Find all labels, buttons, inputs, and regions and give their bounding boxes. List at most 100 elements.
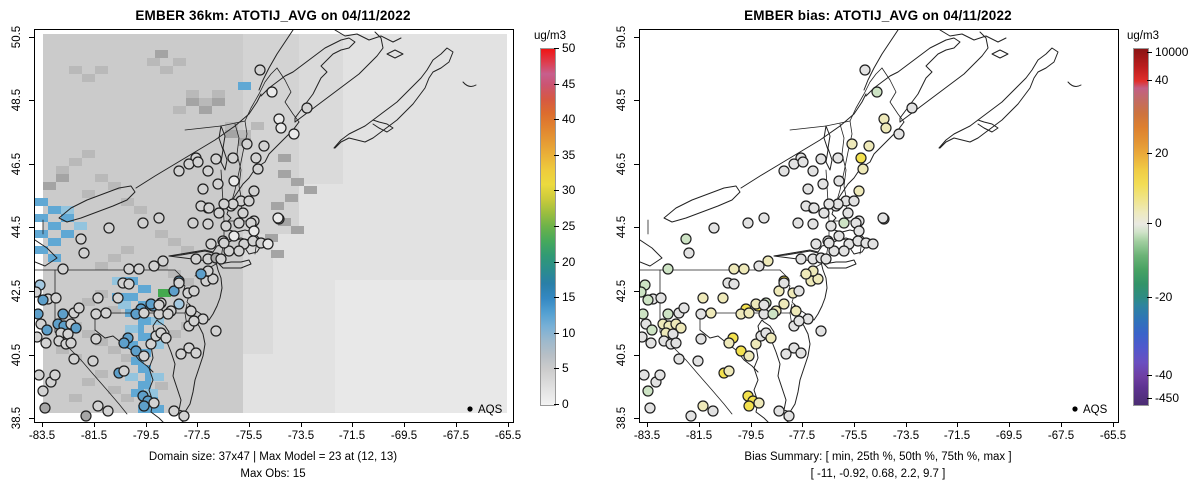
- raster-cell: [43, 182, 56, 190]
- aqs-station-marker: [810, 238, 822, 250]
- aqs-station-marker: [137, 217, 149, 229]
- colorbar-tick-label: 20: [562, 254, 576, 269]
- aqs-station-marker: [795, 253, 807, 265]
- x-axis-tick: [1009, 422, 1010, 427]
- colorbar-tick: [554, 404, 559, 405]
- aqs-station-marker: [802, 183, 814, 195]
- colorbar-tick: [554, 119, 559, 121]
- aqs-station-marker: [793, 285, 805, 297]
- raster-cell: [95, 338, 108, 346]
- raster-cell: [131, 357, 144, 365]
- aqs-station-marker: [893, 128, 905, 140]
- aqs-station-marker: [241, 138, 253, 150]
- aqs-station-marker: [695, 333, 707, 345]
- aqs-station-marker: [157, 255, 169, 267]
- raster-cell: [82, 378, 95, 386]
- aqs-station-marker: [758, 212, 770, 224]
- aqs-station-marker: [807, 218, 819, 230]
- aqs-station-marker: [662, 308, 674, 320]
- raster-cell: [95, 262, 108, 270]
- aqs-station-marker: [272, 212, 284, 224]
- colorbar-tick: [554, 154, 559, 156]
- aqs-station-marker: [228, 230, 240, 242]
- aqs-station-marker: [778, 165, 790, 177]
- x-axis-tick: [647, 422, 648, 427]
- x-axis-tick-label: -77.5: [788, 430, 816, 442]
- aqs-station-marker: [40, 337, 52, 349]
- aqs-station-marker: [723, 337, 735, 349]
- aqs-station-marker: [790, 305, 802, 317]
- aqs-station-marker: [205, 238, 217, 250]
- aqs-station-marker: [188, 315, 200, 327]
- aqs-station-marker: [695, 308, 707, 320]
- y-axis-tick-label: 42.5: [616, 279, 628, 303]
- aqs-station-marker: [762, 255, 774, 267]
- aqs-station-marker: [212, 178, 224, 190]
- raster-cell: [155, 230, 168, 238]
- aqs-station-marker: [202, 218, 214, 230]
- raster-cell: [138, 381, 151, 389]
- aqs-station-marker: [800, 268, 812, 280]
- aqs-station-marker: [218, 198, 230, 210]
- aqs-station-marker: [773, 285, 785, 297]
- aqs-station-marker: [138, 400, 150, 412]
- aqs-station-marker: [825, 220, 837, 232]
- raster-cell: [155, 382, 168, 390]
- aqs-station-marker: [227, 152, 239, 164]
- raster-cell: [160, 66, 173, 74]
- aqs-station-marker: [853, 225, 865, 237]
- aqs-station-marker: [87, 355, 99, 367]
- raster-cell: [48, 254, 61, 262]
- colorbar-tick-label: 0: [562, 397, 569, 411]
- aqs-station-marker: [678, 302, 690, 314]
- y-axis-tick-label: 44.5: [11, 215, 23, 239]
- raster-cell: [131, 389, 144, 397]
- y-axis-tick: [634, 37, 639, 38]
- raster-cell: [225, 122, 238, 130]
- colorbar-tick-label: 30: [562, 183, 576, 198]
- aqs-station-marker: [853, 185, 865, 197]
- aqs-station-marker: [644, 402, 656, 414]
- aqs-station-marker: [90, 333, 102, 345]
- aqs-station-marker: [675, 322, 687, 334]
- raster-cell: [48, 238, 61, 246]
- aqs-station-marker: [640, 286, 647, 298]
- aqs-station-marker: [220, 220, 232, 232]
- raster-cell: [199, 98, 212, 106]
- x-axis-tick: [1061, 422, 1062, 427]
- aqs-station-marker: [846, 138, 858, 150]
- aqs-station-marker: [112, 292, 124, 304]
- raster-cell: [181, 246, 194, 254]
- y-axis-tick-label: 40.5: [616, 343, 628, 367]
- aqs-station-marker: [802, 313, 814, 325]
- colorbar-tick-label: 45: [562, 76, 576, 91]
- x-axis-tick-label: -77.5: [183, 430, 211, 442]
- x-axis-tick-label: -69.5: [390, 430, 418, 442]
- aqs-station-marker: [65, 337, 77, 349]
- y-axis-tick-label: 44.5: [616, 215, 628, 239]
- colorbar-tick-label: -40: [1155, 368, 1173, 383]
- raster-cell: [108, 346, 121, 354]
- raster-cell: [56, 346, 69, 354]
- raster-cell: [278, 154, 291, 162]
- aqs-station-marker: [773, 405, 785, 417]
- aqs-station-marker: [683, 247, 695, 259]
- aqs-station-marker: [697, 400, 709, 412]
- raster-cell: [291, 226, 304, 234]
- aqs-station-marker: [793, 315, 805, 327]
- aqs-station-marker: [906, 102, 918, 114]
- x-axis-tick-label: -65.5: [494, 430, 522, 442]
- x-axis-tick-label: -71.5: [943, 430, 971, 442]
- colorbar-tick-label: 0: [1155, 216, 1162, 231]
- aqs-station-marker: [818, 207, 830, 219]
- aqs-station-marker: [90, 308, 102, 320]
- aqs-station-marker: [248, 185, 260, 197]
- aqs-station-marker: [642, 294, 654, 306]
- colorbar-tick: [1147, 296, 1152, 298]
- aqs-station-marker: [645, 337, 657, 349]
- aqs-station-marker: [243, 195, 255, 207]
- aqs-station-marker: [37, 294, 49, 306]
- right-panel-title: EMBER bias: ATOTIJ_AVG on 04/11/2022: [744, 8, 1012, 23]
- colorbar-tick: [554, 48, 559, 49]
